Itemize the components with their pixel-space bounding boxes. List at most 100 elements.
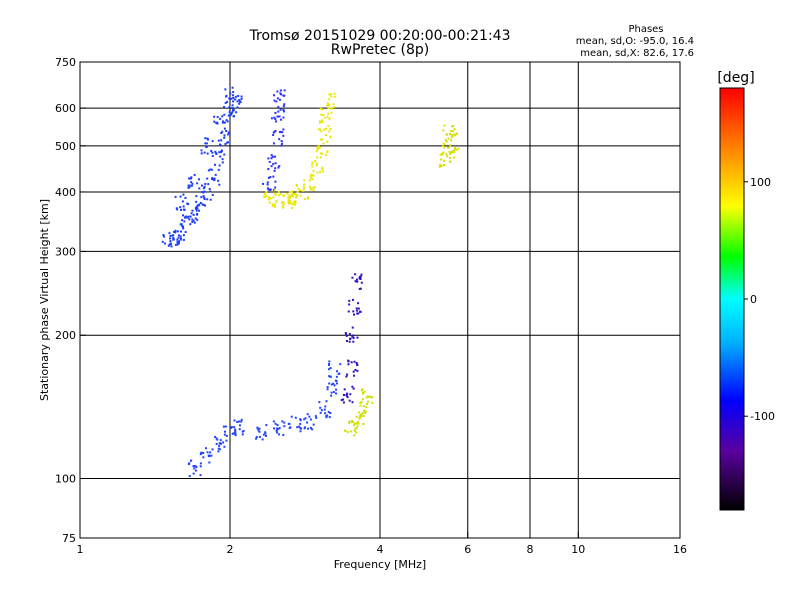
data-point	[240, 97, 243, 100]
data-point	[309, 175, 312, 178]
data-point	[275, 429, 278, 432]
data-point	[318, 401, 321, 404]
data-point	[292, 192, 295, 195]
data-point	[356, 336, 359, 339]
data-point	[204, 137, 207, 140]
data-point	[233, 432, 236, 435]
data-point	[241, 433, 244, 436]
data-point	[356, 312, 359, 315]
data-point	[218, 164, 221, 167]
data-point	[220, 442, 223, 445]
data-point	[202, 456, 205, 459]
x-tick-label: 1	[77, 543, 84, 556]
data-point	[353, 424, 356, 427]
data-point	[309, 188, 312, 191]
data-point	[336, 370, 339, 373]
data-point	[232, 115, 235, 118]
data-point	[325, 415, 328, 418]
data-point	[297, 187, 300, 190]
data-point	[352, 313, 355, 316]
data-point	[264, 195, 267, 198]
data-point	[232, 432, 235, 435]
data-point	[228, 97, 231, 100]
data-point	[282, 194, 285, 197]
data-point	[445, 153, 448, 156]
data-point	[443, 159, 446, 162]
data-point	[173, 230, 176, 233]
data-point	[270, 165, 273, 168]
data-point	[312, 423, 315, 426]
data-point	[230, 97, 233, 100]
data-point	[355, 422, 358, 425]
data-point	[174, 195, 177, 198]
data-point	[221, 161, 224, 164]
data-point	[349, 393, 352, 396]
data-point	[447, 137, 450, 140]
data-point	[345, 393, 348, 396]
colorbar-ticks: 100 0 -100	[744, 176, 775, 423]
data-point	[209, 198, 212, 201]
data-point	[332, 382, 335, 385]
data-point	[207, 455, 210, 458]
data-point	[360, 401, 363, 404]
data-point	[325, 127, 328, 130]
data-point	[346, 340, 349, 343]
data-point	[257, 429, 260, 432]
data-point	[228, 105, 231, 108]
data-point	[196, 182, 199, 185]
data-point	[324, 153, 327, 156]
data-point	[223, 136, 226, 139]
data-point	[218, 151, 221, 154]
data-point	[236, 100, 239, 103]
data-point	[189, 177, 192, 180]
data-point	[275, 120, 278, 123]
data-point	[272, 133, 275, 136]
data-point	[319, 411, 322, 414]
phases-x-stats: mean, sd,X: 82.6, 17.6	[580, 48, 694, 59]
data-point	[299, 419, 302, 422]
data-point	[323, 128, 326, 131]
data-point	[193, 467, 196, 470]
data-point	[359, 404, 362, 407]
data-point	[438, 165, 441, 168]
data-point	[318, 146, 321, 149]
data-point	[263, 195, 266, 198]
data-point	[274, 130, 277, 133]
data-point	[450, 136, 453, 139]
data-point	[370, 396, 373, 399]
data-point	[188, 475, 191, 478]
data-point	[179, 206, 182, 209]
data-point	[328, 360, 331, 363]
data-point	[346, 396, 349, 399]
data-point	[227, 131, 230, 134]
data-point	[330, 391, 333, 394]
data-point	[274, 422, 277, 425]
data-point	[195, 466, 198, 469]
data-point	[333, 384, 336, 387]
data-point	[312, 174, 315, 177]
data-point	[356, 280, 359, 283]
data-point	[442, 144, 445, 147]
data-point	[172, 238, 175, 241]
data-point	[342, 398, 345, 401]
data-point	[176, 208, 179, 211]
data-point	[362, 422, 365, 425]
data-point	[328, 117, 331, 120]
data-point	[223, 106, 226, 109]
data-point	[328, 375, 331, 378]
data-point	[269, 197, 272, 200]
data-point	[346, 431, 349, 434]
data-point	[328, 368, 331, 371]
data-point	[371, 401, 374, 404]
data-point	[295, 193, 298, 196]
data-point	[167, 244, 170, 247]
data-point	[327, 411, 330, 414]
y-tick-label: 300	[55, 245, 76, 258]
y-axis-label: Stationary phase Virtual Height [km]	[38, 199, 51, 401]
data-point	[363, 390, 366, 393]
data-point	[349, 430, 352, 433]
data-point	[303, 426, 306, 429]
data-point	[280, 201, 283, 204]
data-point	[202, 187, 205, 190]
data-point	[188, 218, 191, 221]
